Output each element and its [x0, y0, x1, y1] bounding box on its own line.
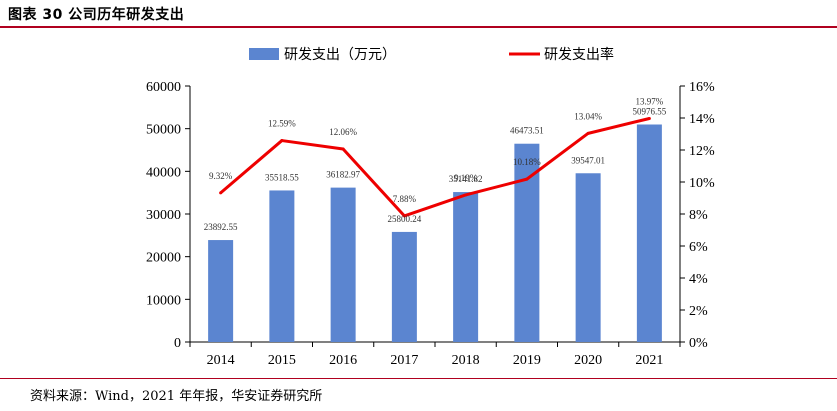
- rate-point: [647, 116, 651, 120]
- rate-value-label: 12.06%: [329, 127, 357, 137]
- bar-value-label: 36182.97: [326, 170, 360, 180]
- bar-value-label: 46473.51: [510, 126, 544, 136]
- bar: [514, 143, 540, 342]
- left-tick-label: 50000: [146, 123, 181, 138]
- top-rule: [0, 26, 837, 28]
- rate-value-label: 7.88%: [393, 194, 417, 204]
- rate-point: [464, 193, 468, 197]
- right-tick-label: 12%: [689, 144, 715, 159]
- rate-value-label: 13.97%: [636, 96, 664, 106]
- right-tick-label: 14%: [689, 112, 715, 127]
- bar: [453, 192, 479, 342]
- x-tick-label: 2021: [635, 353, 663, 368]
- left-tick-label: 30000: [146, 208, 181, 223]
- left-tick-label: 20000: [146, 251, 181, 266]
- bar-value-label: 39547.01: [571, 155, 605, 165]
- x-tick-label: 2020: [574, 353, 602, 368]
- bar: [269, 190, 295, 342]
- bar-value-label: 23892.55: [204, 222, 238, 232]
- right-tick-label: 16%: [689, 80, 715, 95]
- rate-point: [586, 131, 590, 135]
- x-tick-label: 2014: [207, 353, 235, 368]
- rate-point: [402, 214, 406, 218]
- rate-value-label: 12.59%: [268, 119, 296, 129]
- data-labels: 23892.55 35518.55 36182.97 25800.24 35141.82…: [204, 96, 667, 232]
- right-tick-label: 4%: [689, 272, 708, 287]
- bar: [330, 187, 356, 342]
- x-tick-label: 2018: [452, 353, 480, 368]
- bars: [208, 124, 662, 342]
- bar: [208, 240, 234, 342]
- bar-value-label: 50976.55: [633, 107, 667, 117]
- rate-point: [219, 191, 223, 195]
- left-tick-label: 10000: [146, 293, 181, 308]
- rd-expense-chart: 研发支出（万元） 研发支出率 0 10000 20000 30000 40000 5000…: [146, 46, 715, 368]
- x-tick-label: 2017: [390, 353, 418, 368]
- bar-value-label: 35141.82: [449, 174, 483, 184]
- right-tick-label: 0%: [689, 336, 708, 351]
- left-tick-label: 40000: [146, 165, 181, 180]
- x-tick-label: 2019: [513, 353, 541, 368]
- source-note: 资料来源：Wind，2021 年年报，华安证券研究所: [30, 389, 323, 404]
- rate-point: [341, 147, 345, 151]
- x-tick-label: 2015: [268, 353, 296, 368]
- right-tick-label: 6%: [689, 240, 708, 255]
- left-tick-label: 60000: [146, 80, 181, 95]
- right-tick-label: 10%: [689, 176, 715, 191]
- bar-value-label: 35518.55: [265, 172, 299, 182]
- rate-value-label: 13.04%: [574, 111, 602, 121]
- legend: 研发支出（万元） 研发支出率: [249, 46, 614, 63]
- rate-value-label: 10.18%: [513, 157, 541, 167]
- bar: [391, 231, 417, 342]
- rate-value-label: 9.32%: [209, 171, 233, 181]
- legend-line-label: 研发支出率: [544, 46, 614, 63]
- right-tick-label: 8%: [689, 208, 708, 223]
- x-tick-label: 2016: [329, 353, 357, 368]
- rate-value-label: 9.19%: [454, 173, 478, 183]
- rate-point: [280, 139, 284, 143]
- rate-line: [219, 116, 651, 218]
- legend-bar-label: 研发支出（万元）: [284, 47, 396, 63]
- left-tick-label: 0: [174, 336, 181, 351]
- bar: [636, 124, 662, 342]
- rate-point: [525, 177, 529, 181]
- bar: [575, 173, 601, 342]
- bottom-rule: [0, 378, 837, 379]
- right-tick-label: 2%: [689, 304, 708, 319]
- rate-polyline: [219, 117, 650, 218]
- bar-value-label: 25800.24: [388, 214, 422, 224]
- legend-bar-swatch: [249, 48, 279, 60]
- figure-title: 图表 30 公司历年研发支出: [8, 7, 185, 23]
